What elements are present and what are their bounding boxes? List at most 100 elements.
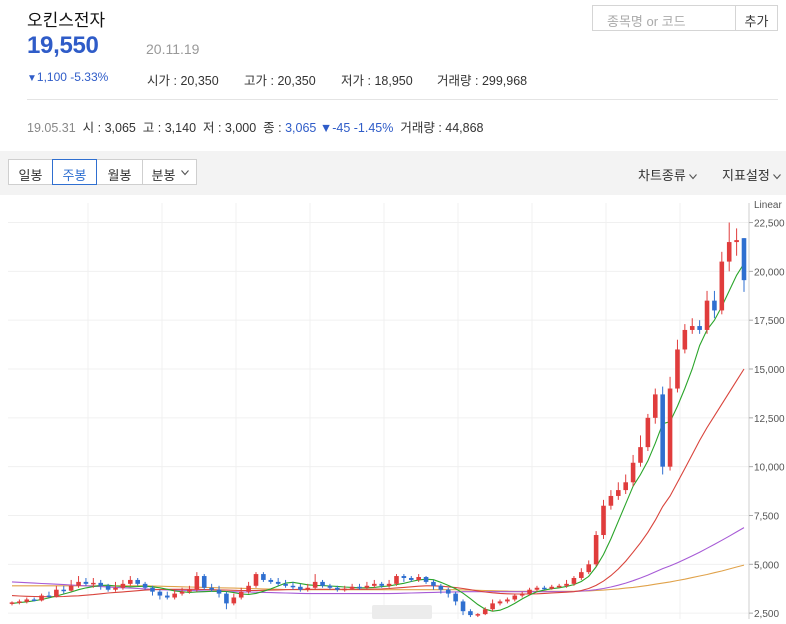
candle-body [194,576,200,590]
candle-body [187,589,192,592]
ma5-line [11,263,745,612]
candle-body [39,595,44,601]
candle-body [608,495,614,506]
candle-body [638,447,643,463]
candle-body [556,585,562,588]
summary-low: 저가 : 18,950 [341,74,413,88]
ma120-line [12,564,745,592]
tab-daily[interactable]: 일봉 [8,159,53,185]
candle-body [98,582,104,586]
candle-body [423,577,429,582]
candle-body [712,300,717,311]
daily-volume: 44,868 [445,121,484,135]
price-date: 20.11.19 [146,41,200,57]
candle-body [682,329,688,350]
candle-body [120,583,126,588]
candle-body [741,238,747,281]
tab-minute[interactable]: 분봉 [142,159,197,185]
candle-body [216,589,222,594]
candle-body [394,576,399,584]
y-tick-label: 10,000 [754,463,785,474]
candle-body [667,388,673,467]
candle-body [24,599,30,602]
candle-body [623,482,628,491]
divider [27,99,778,100]
daily-open: 3,065 [104,121,136,135]
change-percent: -5.33% [70,70,109,84]
candle-body [468,611,473,616]
candle-body [408,577,414,580]
y-tick-label: 7,500 [754,511,779,522]
price-change: ▼1,100 -5.33% [27,70,108,84]
candle-body [645,417,651,448]
candle-body [83,581,89,584]
candle-body [9,602,15,604]
candle-body [335,587,340,590]
add-button[interactable]: 추가 [736,5,778,31]
summary-high: 고가 : 20,350 [244,74,316,88]
candle-body [327,585,333,588]
candle-body [401,576,407,578]
candle-body [261,574,266,580]
candle-body [497,601,503,604]
candle-body [150,587,155,592]
candle-body [726,242,732,262]
candle-body [320,581,325,586]
stock-name: 오킨스전자 [27,11,106,30]
candle-body [54,589,59,597]
y-tick-label: 20,000 [754,267,785,278]
candle-body [527,589,532,594]
candle-body [31,599,37,601]
search-input[interactable]: 종목명 or 코드 [592,5,736,31]
candle-body [534,587,540,590]
candle-body [431,581,436,586]
chevron-down-icon [773,174,782,180]
candle-body [157,591,163,596]
candle-body [482,609,488,615]
candle-body [697,326,702,330]
candle-body [275,581,281,584]
candlestick-chart[interactable]: Linear 2,500 5,000 7,500 10,000 12,500 15,000 1… [0,195,786,620]
candle-body [734,240,739,243]
y-tick-label: 22,500 [754,219,785,230]
daily-change: ▼-45 -1.45% [319,121,394,135]
price-chart[interactable]: Linear 2,500 5,000 7,500 10,000 12,500 15,000 1… [0,195,786,620]
candle-body [179,591,185,594]
candle-body [675,349,680,389]
candle-body [460,601,466,612]
candle-body [475,614,481,616]
candle-body [652,394,658,418]
tab-weekly[interactable]: 주봉 [52,159,97,185]
candle-body [268,579,274,582]
candle-body [490,603,495,610]
candle-body [342,588,348,591]
candle-body [704,300,710,330]
candle-body [512,595,518,600]
candle-body [519,593,525,596]
chart-type-dropdown[interactable]: 차트종류 [638,165,698,184]
chevron-down-icon [689,174,698,180]
indicator-settings-dropdown[interactable]: 지표설정 [722,165,782,184]
scale-label: Linear [754,200,782,211]
down-arrow-icon: ▼ [27,73,37,84]
candle-body [305,587,311,590]
candle-body [283,583,288,586]
candle-body [386,583,392,586]
candle-body [549,586,555,589]
candle-body [128,579,133,584]
tab-monthly[interactable]: 월봉 [96,159,143,185]
y-tick-label: 2,500 [754,609,779,619]
candle-body [246,585,251,592]
chart-scroll-handle [372,605,432,619]
daily-high: 3,140 [164,121,197,135]
candle-body [586,564,592,573]
candle-body [298,586,303,590]
candle-body [453,593,458,602]
candle-body [364,585,370,588]
daily-low: 3,000 [224,121,257,135]
candle-body [542,587,547,590]
candle-body [238,591,244,598]
candle-body [142,583,148,588]
candle-body [579,572,584,578]
daily-info: 19.05.31 시 : 3,065 고 : 3,140 저 : 3,000 종… [27,121,484,135]
